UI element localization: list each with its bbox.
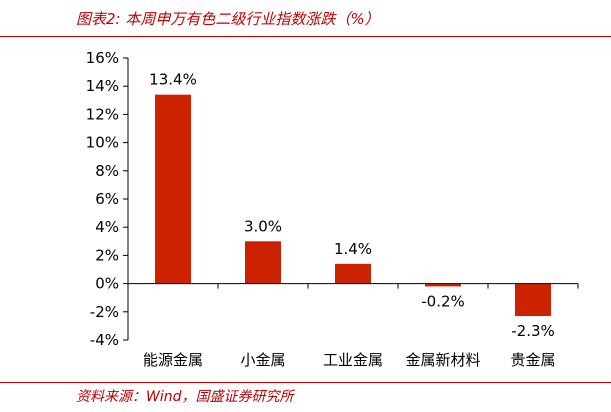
category-label: 贵金属	[510, 351, 555, 369]
chart-title: 图表2: 本周申万有色二级行业指数涨跌（%）	[76, 10, 380, 28]
bar	[155, 94, 191, 284]
y-tick-label: 12%	[86, 105, 119, 123]
data-label: 13.4%	[149, 71, 197, 89]
category-label: 工业金属	[323, 351, 383, 369]
bars: 13.4% 3.0% 1.4% -0.2% -2.3%	[149, 71, 555, 340]
data-label: -2.3%	[511, 322, 555, 340]
top-rule	[0, 36, 611, 37]
x-axis: 能源金属 小金属 工业金属 金属新材料 贵金属	[127, 283, 579, 369]
y-tick-label: 4%	[95, 218, 119, 236]
data-label: -0.2%	[421, 292, 465, 310]
y-tick-label: -4%	[90, 331, 119, 349]
y-axis: 16% 14% 12% 10% 8% 6% 4% 2% 0% -2% -4%	[86, 49, 129, 349]
y-tick-label: 0%	[95, 275, 119, 293]
y-tick-label: 10%	[86, 134, 119, 152]
bar	[515, 283, 551, 317]
y-tick-label: 2%	[95, 246, 119, 264]
bar	[335, 263, 371, 284]
y-tick-label: -2%	[90, 303, 119, 321]
source-note: 资料来源：Wind，国盛证券研究所	[76, 389, 294, 405]
data-label: 3.0%	[244, 217, 282, 235]
data-label: 1.4%	[334, 240, 372, 258]
category-label: 金属新材料	[405, 351, 480, 369]
bar	[245, 241, 281, 284]
y-tick-label: 16%	[86, 49, 119, 67]
bottom-rule	[0, 382, 611, 383]
y-tick-label: 14%	[86, 77, 119, 95]
category-label: 小金属	[240, 351, 285, 369]
bar	[425, 283, 461, 287]
y-tick-label: 8%	[95, 162, 119, 180]
y-tick-label: 6%	[95, 190, 119, 208]
category-label: 能源金属	[143, 351, 203, 369]
